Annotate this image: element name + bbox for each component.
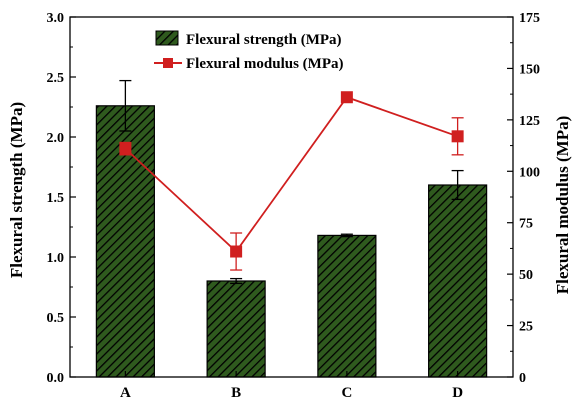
- legend-square-marker: [163, 58, 173, 68]
- y-tick-label-right: 0: [519, 371, 526, 386]
- bar-D: [428, 184, 488, 378]
- x-tick-label: C: [341, 385, 352, 401]
- x-tick-label: A: [120, 385, 131, 401]
- y-tick-label-right: 75: [519, 217, 533, 232]
- legend-label-modulus: Flexural modulus (MPa): [186, 56, 344, 72]
- y-tick-label-right: 25: [519, 320, 533, 335]
- y-tick-label-left: 2.5: [47, 71, 65, 86]
- y-tick-label-left: 0.5: [47, 311, 65, 326]
- modulus-point-D: [451, 130, 464, 143]
- line-layer: [119, 91, 464, 271]
- y-tick-label-left: 1.5: [47, 191, 65, 206]
- bar-B: [206, 280, 266, 378]
- modulus-series-line: [124, 96, 458, 253]
- y-tick-label-right: 150: [519, 62, 540, 77]
- y-tick-label-right: 175: [519, 11, 540, 26]
- y-tick-label-right: 125: [519, 114, 540, 129]
- y-tick-label-right: 50: [519, 268, 533, 283]
- y-tick-label-left: 3.0: [47, 11, 65, 26]
- x-tick-label: D: [452, 385, 463, 401]
- legend-bar-swatch: [155, 30, 179, 46]
- y-axis-title-right: Flexural modulus (MPa): [553, 116, 572, 295]
- x-tick-label: B: [231, 385, 241, 401]
- bar-C: [317, 234, 377, 378]
- modulus-point-A: [119, 142, 132, 155]
- y-tick-label-left: 2.0: [47, 131, 65, 146]
- y-tick-label-left: 1.0: [47, 251, 65, 266]
- y-tick-label-right: 100: [519, 165, 540, 180]
- modulus-point-C: [340, 91, 353, 104]
- legend-label-strength: Flexural strength (MPa): [186, 32, 342, 48]
- y-axis-title-left: Flexural strength (MPa): [7, 102, 26, 278]
- legend: Flexural strength (MPa) Flexural modulus…: [154, 30, 344, 72]
- y-tick-label-left: 0.0: [47, 371, 65, 386]
- modulus-point-B: [230, 245, 243, 258]
- axes-layer: 0.0 0.5 1.0 1.5 2.0 2.5 3.0 0 25 50 75 100 125 150 175…: [47, 11, 541, 401]
